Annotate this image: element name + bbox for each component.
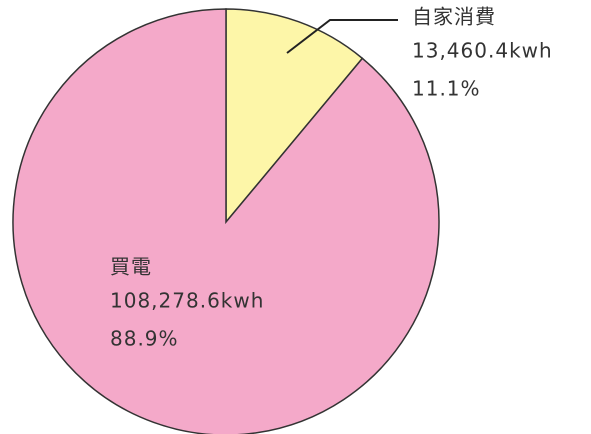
slice-percent-label: 88.9% <box>110 327 179 351</box>
pie-slice <box>12 8 440 434</box>
slice-value-label: 13,460.4kwh <box>412 39 553 63</box>
slice-label: 自家消費 <box>412 5 496 29</box>
slice-value-label: 108,278.6kwh <box>110 289 264 313</box>
pie-slice <box>225 8 364 225</box>
slice-percent-label: 11.1% <box>412 77 481 101</box>
leader-line <box>286 19 398 54</box>
slice-label: 買電 <box>110 255 152 279</box>
